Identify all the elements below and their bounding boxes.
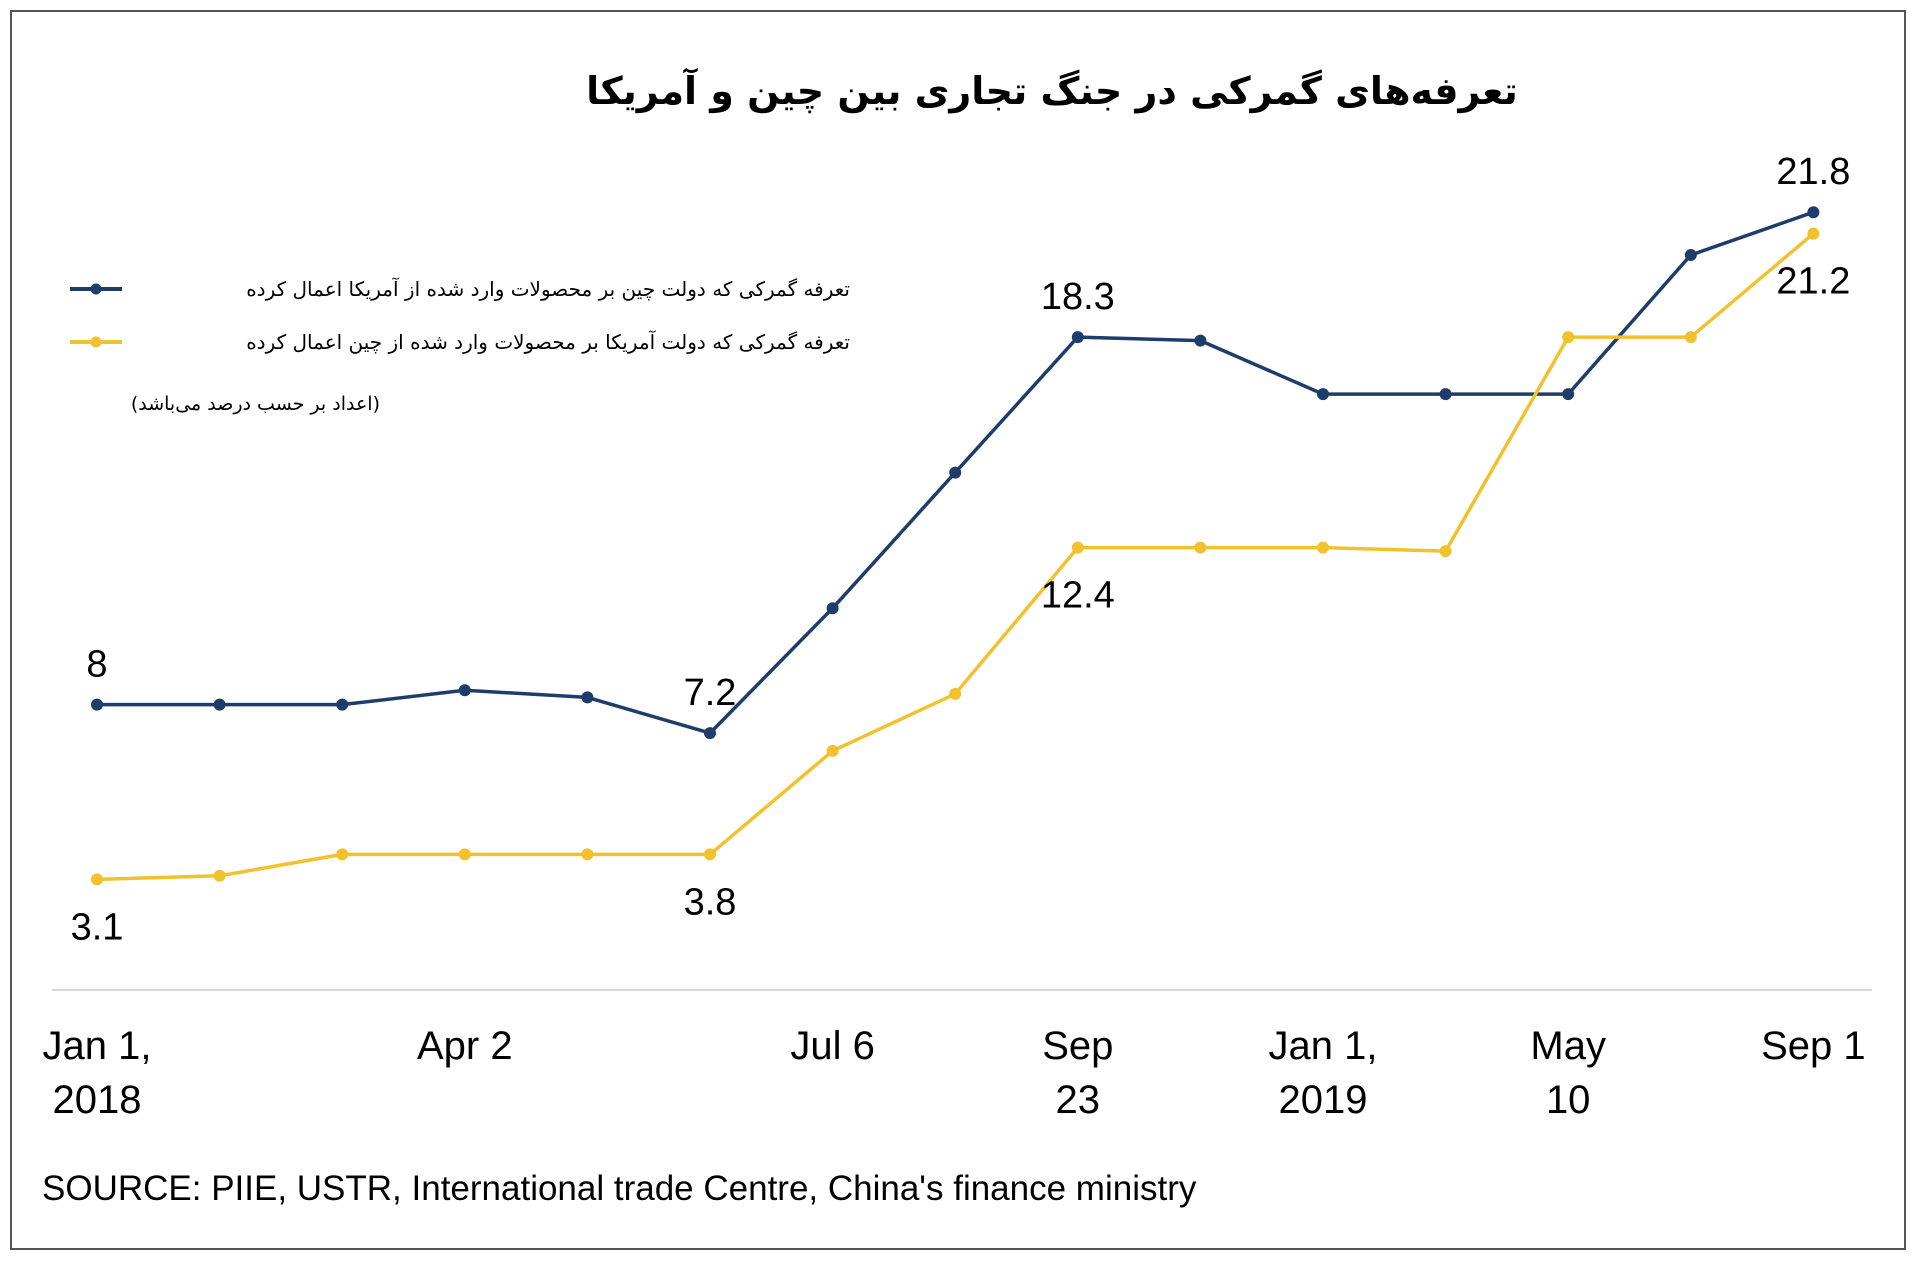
x-tick-labels: Jan 1, 2018 Apr 2 Jul 6 Sep 23 Jan 1, 2019 May 10…: [43, 1024, 1866, 1122]
legend-label-china: تعرفه گمرکی که دولت چین بر محصولات وارد …: [246, 276, 850, 301]
series-0-point-0: [91, 698, 103, 711]
data-labels-layer: 8 7.2 18.3 21.8 3.1 3.8 12.4 21.2: [71, 151, 1851, 948]
legend-marker-china: [90, 283, 102, 295]
series-0-point-9: [1194, 334, 1207, 347]
series-1-point-1: [213, 869, 226, 882]
series-1-point-14: [1807, 227, 1820, 240]
series-0-point-12: [1562, 388, 1575, 401]
chart-frame: تعرفه‌های گمرکی در جنگ تجاری بین چین و آ…: [10, 10, 1906, 1250]
x-tick-label-1: Apr 2: [417, 1024, 513, 1068]
series-1-point-9: [1194, 541, 1207, 554]
series-1-point-11: [1439, 545, 1452, 558]
series-0-point-6: [826, 602, 839, 615]
series-1-point-2: [336, 848, 349, 861]
series-1-point-12: [1562, 331, 1575, 344]
series-0-point-11: [1439, 388, 1452, 401]
legend-marker-us: [90, 336, 102, 348]
legend: تعرفه گمرکی که دولت چین بر محصولات وارد …: [70, 276, 850, 415]
series-0-point-8: [1071, 331, 1084, 344]
series-1-point-6: [826, 744, 839, 757]
series-1-data-label-5: 3.8: [684, 881, 737, 923]
series-1-data-label-8: 12.4: [1041, 575, 1115, 617]
series-0-data-label-0: 8: [86, 644, 107, 686]
unit-note: (اعداد بر حسب درصد می‌باشد): [131, 393, 380, 415]
series-1-point-7: [949, 687, 962, 700]
legend-label-us: تعرفه گمرکی که دولت آمریکا بر محصولات وا…: [246, 329, 850, 354]
series-0-point-13: [1684, 249, 1697, 261]
series-0-point-14: [1807, 206, 1820, 219]
series-0-data-label-14: 21.8: [1776, 151, 1850, 193]
chart-title: تعرفه‌های گمرکی در جنگ تجاری بین چین و آ…: [586, 67, 1518, 114]
series-1-point-0: [91, 873, 103, 886]
series-1-point-4: [581, 848, 594, 861]
series-0-point-2: [336, 698, 349, 711]
series-1: [91, 227, 1820, 886]
source-caption: SOURCE: PIIE, USTR, International trade …: [42, 1169, 1197, 1208]
series-0-point-3: [458, 684, 471, 697]
series-layer: [91, 206, 1820, 886]
series-0-point-1: [213, 698, 226, 711]
series-1-point-10: [1317, 541, 1329, 554]
x-tick-label-0: Jan 1, 2018: [43, 1024, 152, 1122]
x-tick-label-5: May 10: [1530, 1024, 1606, 1122]
chart-svg: تعرفه‌های گمرکی در جنگ تجاری بین چین و آ…: [42, 67, 1872, 1208]
x-tick-label-3: Sep 23: [1042, 1024, 1113, 1122]
x-tick-label-4: Jan 1, 2019: [1269, 1024, 1378, 1122]
series-1-point-8: [1071, 541, 1084, 554]
series-1-point-5: [704, 848, 716, 861]
series-0-point-10: [1317, 388, 1329, 401]
series-0-data-label-8: 18.3: [1041, 276, 1115, 318]
series-0-point-4: [581, 691, 594, 704]
series-1-data-label-0: 3.1: [71, 906, 124, 948]
series-1-point-13: [1684, 331, 1697, 344]
x-tick-label-6: Sep 1: [1761, 1024, 1866, 1068]
series-1-data-label-14: 21.2: [1776, 261, 1850, 303]
series-0-point-7: [949, 466, 962, 479]
series-0: [91, 206, 1820, 740]
series-0-point-5: [704, 727, 716, 740]
x-tick-label-2: Jul 6: [790, 1024, 875, 1068]
series-0-data-label-5: 7.2: [684, 672, 737, 714]
series-1-point-3: [458, 848, 471, 861]
